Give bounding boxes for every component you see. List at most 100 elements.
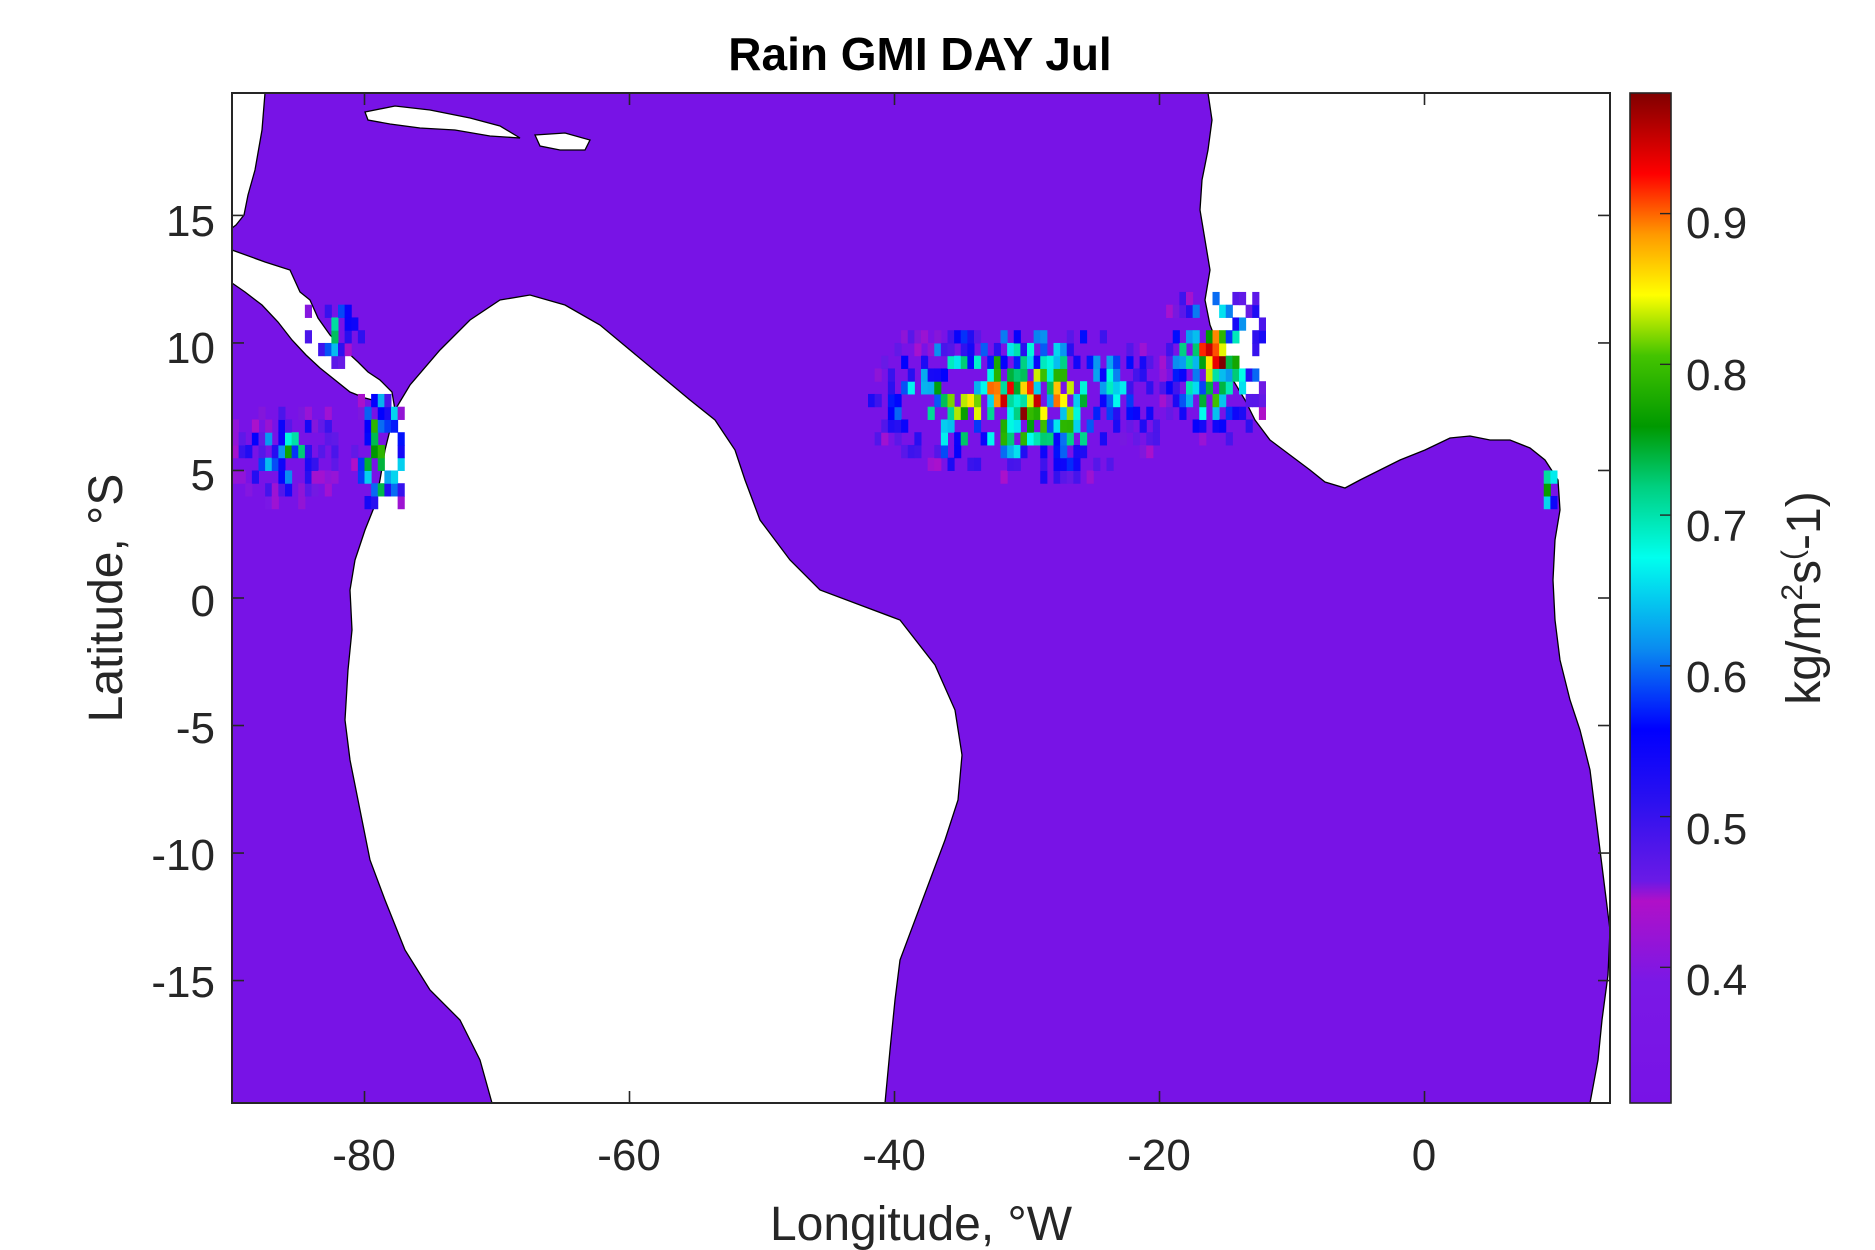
rain-cell [954, 406, 962, 420]
rain-cell [1212, 342, 1220, 357]
rain-cell [1219, 368, 1227, 382]
rain-cell [1013, 342, 1021, 357]
axis-ticks [232, 93, 1610, 1103]
rain-cell [311, 419, 319, 433]
rain-cell [1053, 393, 1061, 408]
rain-cell [927, 342, 935, 357]
rain-cell [298, 483, 306, 497]
rain-cell [1225, 381, 1233, 395]
rain-cell [1013, 406, 1021, 420]
rain-cell [1199, 419, 1207, 433]
rain-cell [934, 368, 942, 382]
rain-cell [1000, 355, 1008, 369]
rain-cell [318, 342, 326, 357]
rain-cell [1040, 330, 1048, 344]
rain-cell [901, 444, 909, 459]
rain-cell [940, 432, 948, 446]
rain-cell [894, 432, 902, 446]
rain-cell [291, 444, 299, 459]
rain-cell [1225, 432, 1233, 446]
rain-cell [1245, 368, 1253, 382]
rain-cell [1033, 355, 1041, 369]
rain-cell [1000, 470, 1008, 484]
rain-cell [1066, 470, 1074, 484]
rain-cell [1126, 381, 1134, 395]
rain-cell [1166, 342, 1174, 357]
rain-cell [251, 432, 259, 446]
rain-cell [954, 444, 962, 459]
rain-cell [1053, 457, 1061, 471]
rain-cell [311, 457, 319, 471]
rain-cell [1013, 419, 1021, 433]
rain-cell [1159, 355, 1167, 369]
rain-cell [1073, 355, 1081, 369]
rain-cell [1252, 304, 1260, 318]
rain-cell [1543, 483, 1551, 497]
rain-cell [371, 444, 379, 459]
rain-cell [377, 393, 385, 408]
rain-cell [258, 432, 266, 446]
rain-cell [960, 406, 968, 420]
rain-cell [1232, 330, 1240, 344]
rain-cell [357, 393, 365, 408]
rain-cell [974, 406, 982, 420]
rain-cell [397, 495, 405, 510]
rain-cell [1106, 355, 1114, 369]
rain-cell [377, 483, 385, 497]
rain-cell [974, 393, 982, 408]
rain-cell [1186, 291, 1194, 306]
rain-cell [894, 393, 902, 408]
rain-cell [1000, 330, 1008, 344]
rain-cell [1046, 381, 1054, 395]
rain-cell [1219, 381, 1227, 395]
rain-cell [1119, 381, 1127, 395]
x-tick-label: -80 [332, 1131, 396, 1180]
rain-cell [1113, 406, 1121, 420]
rain-cell [954, 432, 962, 446]
rain-cell [1020, 342, 1028, 357]
rain-cell [1252, 330, 1260, 344]
rain-cell [881, 419, 889, 433]
rain-cells [232, 291, 1558, 510]
rain-cell [1245, 393, 1253, 408]
rain-cell [397, 483, 405, 497]
chart-title: Rain GMI DAY Jul [728, 28, 1111, 80]
colorbar-tick-label: 0.8 [1686, 351, 1747, 400]
rain-cell [1219, 342, 1227, 357]
rain-cell [1139, 342, 1147, 357]
rain-cell [265, 432, 273, 446]
colorbar-tick-label: 0.7 [1686, 502, 1747, 551]
rain-cell [1225, 304, 1233, 318]
rain-cell [1046, 368, 1054, 382]
rain-cell [894, 419, 902, 433]
south-america-land [344, 294, 963, 1103]
rain-cell [1199, 355, 1207, 369]
rain-cell [1053, 444, 1061, 459]
rain-cell [311, 470, 319, 484]
rain-cell [338, 355, 346, 369]
rain-cell [371, 432, 379, 446]
rain-cell [371, 483, 379, 497]
rain-cell [238, 470, 246, 484]
rain-cell [364, 406, 372, 420]
rain-cell [377, 406, 385, 420]
map-area [232, 93, 1610, 1103]
rain-cell [1205, 355, 1213, 369]
rain-cell [1053, 368, 1061, 382]
rain-cell [1172, 355, 1180, 369]
rain-cell [1258, 406, 1266, 420]
rain-cell [940, 342, 948, 357]
rain-cell [1212, 419, 1220, 433]
rain-cell [1060, 444, 1068, 459]
rain-cell [1060, 368, 1068, 382]
rain-cell [1152, 419, 1160, 433]
rain-cell [364, 432, 372, 446]
rain-cell [1060, 457, 1068, 471]
rain-cell [921, 330, 929, 344]
rain-cell [331, 432, 339, 446]
rain-cell [1020, 393, 1028, 408]
rain-cell [397, 406, 405, 420]
rain-cell [377, 457, 385, 471]
rain-cell [324, 419, 332, 433]
cuba-island [364, 105, 521, 139]
